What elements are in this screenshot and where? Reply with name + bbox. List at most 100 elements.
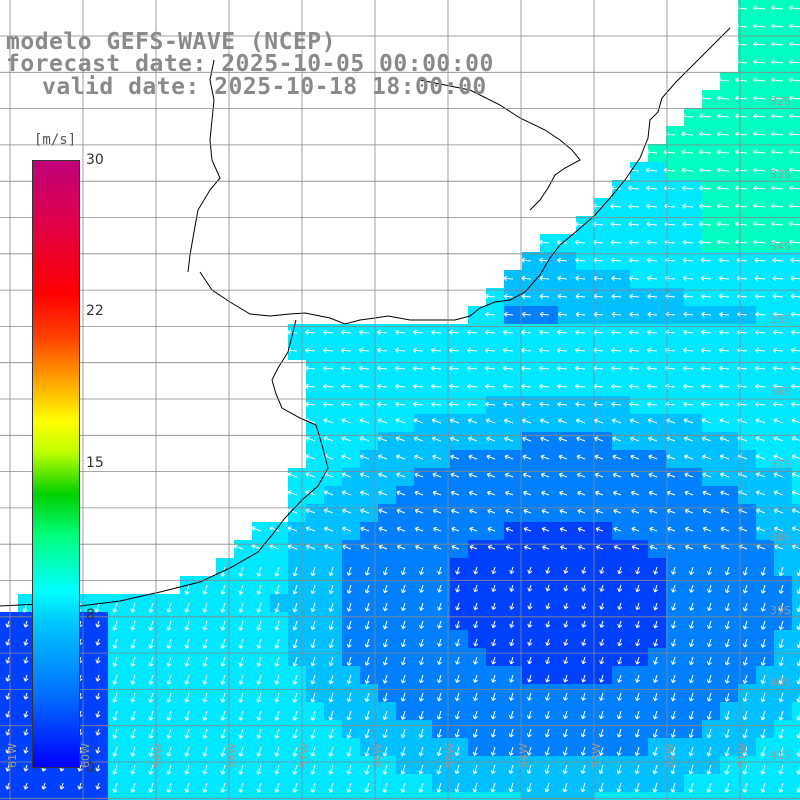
wind-arrow [269,544,280,550]
wind-arrow [683,329,694,335]
wind-arrow [251,544,262,550]
wind-arrow [718,257,730,263]
wind-arrow [719,329,730,335]
wind-arrow [610,203,622,209]
wind-arrow [287,526,298,532]
wind-arrow [467,383,478,389]
wind-arrow [504,454,514,460]
wind-arrow [274,620,280,631]
wind-arrow [5,728,11,736]
wind-arrow [256,638,262,649]
wind-arrow [790,311,800,317]
wind-arrow [382,566,388,576]
wind-arrow [720,472,730,478]
wind-arrow [346,602,352,612]
wind-arrow [778,584,784,594]
wind-arrow [575,329,586,335]
wind-cell [558,792,576,800]
wind-arrow [760,728,766,739]
wind-arrow [667,526,676,532]
wind-arrow [395,401,406,407]
lat-label: 36S [770,385,791,398]
wind-arrow [772,293,784,299]
wind-arrow [305,454,316,460]
wind-cell [792,666,800,684]
wind-arrow [688,710,694,720]
wind-arrow [778,692,784,703]
wind-arrow [220,710,226,721]
wind-arrow [671,584,677,593]
wind-arrow [450,436,460,442]
wind-arrow [220,764,226,775]
wind-arrow [724,692,730,702]
wind-arrow [305,401,316,407]
wind-arrow [256,728,262,739]
wind-arrow [645,185,658,191]
wind-arrow [400,764,406,775]
wind-arrow [719,418,730,424]
wind-arrow [436,674,442,684]
wind-arrow [791,329,800,335]
wind-arrow [612,472,622,478]
wind-arrow [377,418,388,424]
wind-arrow [539,418,550,424]
wind-arrow [575,347,586,353]
wind-arrow [454,764,460,775]
wind-arrow [364,710,370,721]
wind-arrow [323,329,334,335]
wind-arrow [305,544,316,550]
wind-arrow [771,95,784,101]
wind-arrow [436,692,442,702]
wind-arrow [682,275,694,281]
wind-arrow [541,490,550,496]
wind-arrow [756,508,766,514]
wind-arrow [491,656,497,665]
wind-arrow [346,692,352,703]
wind-arrow [346,620,352,630]
wind-arrow [274,656,280,667]
wind-arrow [467,329,478,335]
wind-arrow [577,545,586,550]
wind-arrow [562,764,568,774]
wind-arrow [688,674,694,684]
wind-arrow [699,149,712,155]
wind-cell [666,792,684,800]
wind-arrow [509,566,515,575]
wind-arrow [449,418,460,424]
lon-label: 60W [79,743,92,768]
wind-cell [792,612,800,630]
wind-arrow [563,602,569,610]
wind-arrow [773,436,784,442]
wind-arrow [575,311,586,317]
wind-arrow [346,566,352,576]
wind-arrow [688,764,694,775]
wind-arrow [720,508,730,514]
wind-arrow [431,401,442,407]
wind-arrow [310,602,316,613]
wind-arrow [508,746,514,756]
wind-arrow [753,59,766,65]
wind-arrow [292,692,298,703]
wind-arrow [778,566,784,576]
wind-arrow [558,436,568,442]
wind-arrow [364,584,370,594]
wind-arrow [558,472,568,478]
wind-arrow [791,472,800,478]
wind-arrow [95,728,101,736]
wind-arrow [323,383,334,389]
wind-arrow [486,454,496,460]
wind-arrow [649,508,658,514]
wind-arrow [400,638,406,648]
wind-arrow [652,710,658,720]
wind-arrow [724,674,730,684]
wind-arrow [599,602,605,610]
wind-cell [270,792,288,800]
wind-arrow [130,692,136,703]
wind-arrow [292,620,298,631]
wind-cell [792,774,800,792]
wind-arrow [599,674,605,683]
wind-arrow [653,566,659,575]
wind-arrow [681,131,694,137]
wind-arrow [509,692,514,701]
